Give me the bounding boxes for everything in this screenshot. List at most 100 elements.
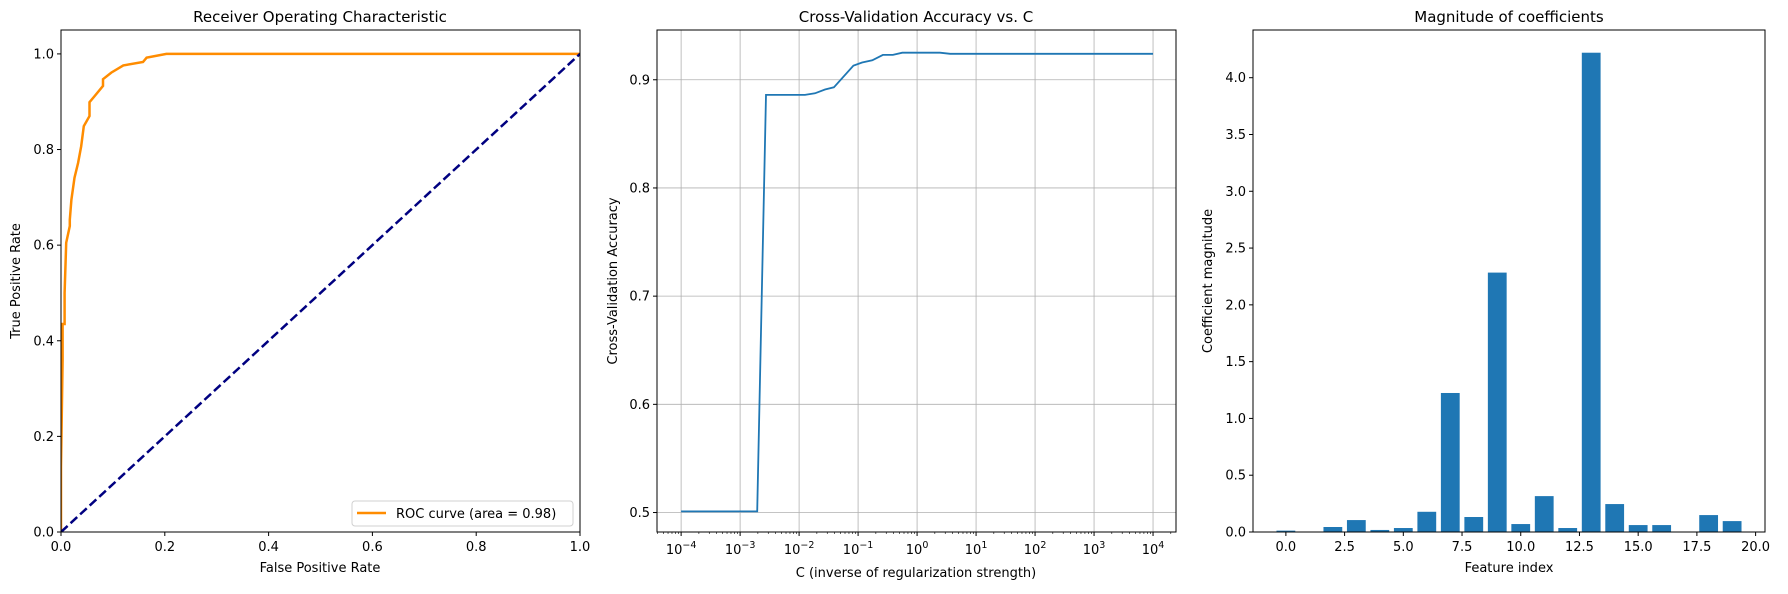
x-tick-label: 17.5 — [1682, 540, 1711, 555]
y-tick-label: 3.5 — [1225, 128, 1246, 143]
x-tick-label: 103 — [1083, 540, 1106, 558]
legend-label: ROC curve (area = 0.98) — [396, 507, 556, 522]
x-tick-base: 10 — [1024, 543, 1041, 558]
cv-title: Cross-Validation Accuracy vs. C — [799, 8, 1033, 26]
x-tick-label: 2.5 — [1334, 540, 1355, 555]
roc-xlabel: False Positive Rate — [260, 561, 381, 576]
plot-area — [681, 51, 1153, 513]
y-tick-label: 2.0 — [1225, 298, 1246, 313]
diagonal-reference-line — [61, 52, 580, 532]
cv-ylabel: Cross-Validation Accuracy — [606, 197, 621, 365]
bar-feature-9 — [1487, 272, 1507, 532]
y-tick-label: 0.5 — [1225, 469, 1246, 484]
cv-xlabel: C (inverse of regularization strength) — [796, 566, 1036, 581]
x-tick-base: 10 — [965, 543, 982, 558]
y-tick-label: 0.6 — [33, 239, 54, 254]
x-tick-exponent: −4 — [682, 540, 696, 551]
y-tick-label: 0.5 — [629, 506, 650, 521]
bar-feature-11 — [1534, 496, 1554, 532]
x-tick-exponent: 3 — [1099, 540, 1105, 551]
x-tick-label: 0.2 — [154, 540, 175, 555]
bar-feature-5 — [1393, 528, 1413, 532]
x-tick-base: 10 — [906, 543, 923, 558]
bar-feature-10 — [1511, 524, 1531, 532]
x-tick-label: 10−2 — [784, 540, 815, 558]
x-tick-label: 0.0 — [51, 540, 72, 555]
x-tick-label: 5.0 — [1393, 540, 1414, 555]
series-line — [61, 52, 580, 532]
cv-accuracy-plot: Cross-Validation Accuracy vs. C C (inver… — [606, 8, 1177, 581]
x-tick-base: 10 — [843, 543, 860, 558]
x-tick-label: 102 — [1024, 540, 1047, 558]
x-tick-exponent: 0 — [922, 540, 928, 551]
legend: ROC curve (area = 0.98) — [351, 500, 574, 527]
y-tick-label: 0.4 — [33, 334, 54, 349]
bar-feature-19 — [1722, 521, 1742, 532]
roc-ylabel: True Positive Rate — [9, 223, 24, 340]
x-tick-label: 10−4 — [666, 540, 697, 558]
plot-area — [1276, 52, 1742, 532]
x-tick-base: 10 — [1142, 543, 1159, 558]
series-line — [681, 51, 1153, 513]
x-tick-label: 104 — [1142, 540, 1165, 558]
bar-feature-12 — [1558, 528, 1578, 532]
legend-box — [351, 500, 574, 527]
x-tick-base: 10 — [1083, 543, 1100, 558]
bar-feature-13 — [1581, 52, 1601, 532]
y-tick-label: 0.2 — [33, 430, 54, 445]
axes-frame — [60, 29, 581, 533]
x-tick-base: 10 — [725, 543, 742, 558]
y-tick-label: 1.0 — [1225, 412, 1246, 427]
x-tick-label: 0.4 — [258, 540, 279, 555]
bar-feature-3 — [1346, 520, 1366, 532]
y-tick-label: 2.5 — [1225, 242, 1246, 257]
x-tick-exponent: −1 — [859, 540, 873, 551]
x-tick-label: 7.5 — [1452, 540, 1473, 555]
x-tick-label: 15.0 — [1624, 540, 1653, 555]
y-tick-label: 0.8 — [629, 181, 650, 196]
x-tick-label: 10.0 — [1506, 540, 1535, 555]
y-tick-label: 1.0 — [33, 47, 54, 62]
x-tick-exponent: 1 — [981, 540, 987, 551]
x-tick-exponent: 2 — [1040, 540, 1046, 551]
axes-frame — [656, 29, 1177, 533]
x-tick-exponent: −3 — [741, 540, 755, 551]
plot-area — [61, 52, 580, 532]
bar-feature-14 — [1605, 504, 1625, 532]
y-tick-label: 0.0 — [1225, 526, 1246, 541]
bar-feature-16 — [1652, 525, 1672, 532]
bar-feature-6 — [1417, 511, 1437, 532]
bar-feature-15 — [1628, 525, 1648, 532]
bar-feature-4 — [1370, 529, 1390, 532]
x-tick-label: 1.0 — [570, 540, 591, 555]
x-tick-label: 20.0 — [1741, 540, 1770, 555]
x-tick-label: 12.5 — [1565, 540, 1594, 555]
x-tick-label: 0.0 — [1276, 540, 1297, 555]
x-tick-exponent: 4 — [1158, 540, 1164, 551]
coef-ylabel: Coefficient magnitude — [1201, 209, 1216, 353]
x-tick-label: 10−3 — [725, 540, 756, 558]
x-tick-label: 0.8 — [466, 540, 487, 555]
x-tick-exponent: −2 — [800, 540, 814, 551]
roc-plot: Receiver Operating Characteristic False … — [9, 8, 590, 576]
y-tick-label: 4.0 — [1225, 71, 1246, 86]
y-tick-label: 0.9 — [629, 73, 650, 88]
x-tick-label: 0.6 — [362, 540, 383, 555]
bar-feature-2 — [1323, 527, 1343, 532]
bar-feature-18 — [1699, 515, 1719, 532]
coefficients-plot: Magnitude of coefficients Feature index … — [1201, 8, 1770, 576]
axes-frame — [1252, 29, 1766, 533]
y-tick-label: 1.5 — [1225, 355, 1246, 370]
y-tick-label: 0.7 — [629, 290, 650, 305]
y-tick-label: 3.0 — [1225, 185, 1246, 200]
roc-title: Receiver Operating Characteristic — [193, 8, 447, 26]
x-tick-base: 10 — [784, 543, 801, 558]
y-tick-label: 0.0 — [33, 526, 54, 541]
bar-feature-8 — [1464, 517, 1484, 532]
x-tick-label: 101 — [965, 540, 988, 558]
x-tick-label: 100 — [906, 540, 929, 558]
bar-feature-7 — [1440, 392, 1460, 532]
y-tick-label: 0.8 — [33, 143, 54, 158]
y-tick-label: 0.6 — [629, 398, 650, 413]
